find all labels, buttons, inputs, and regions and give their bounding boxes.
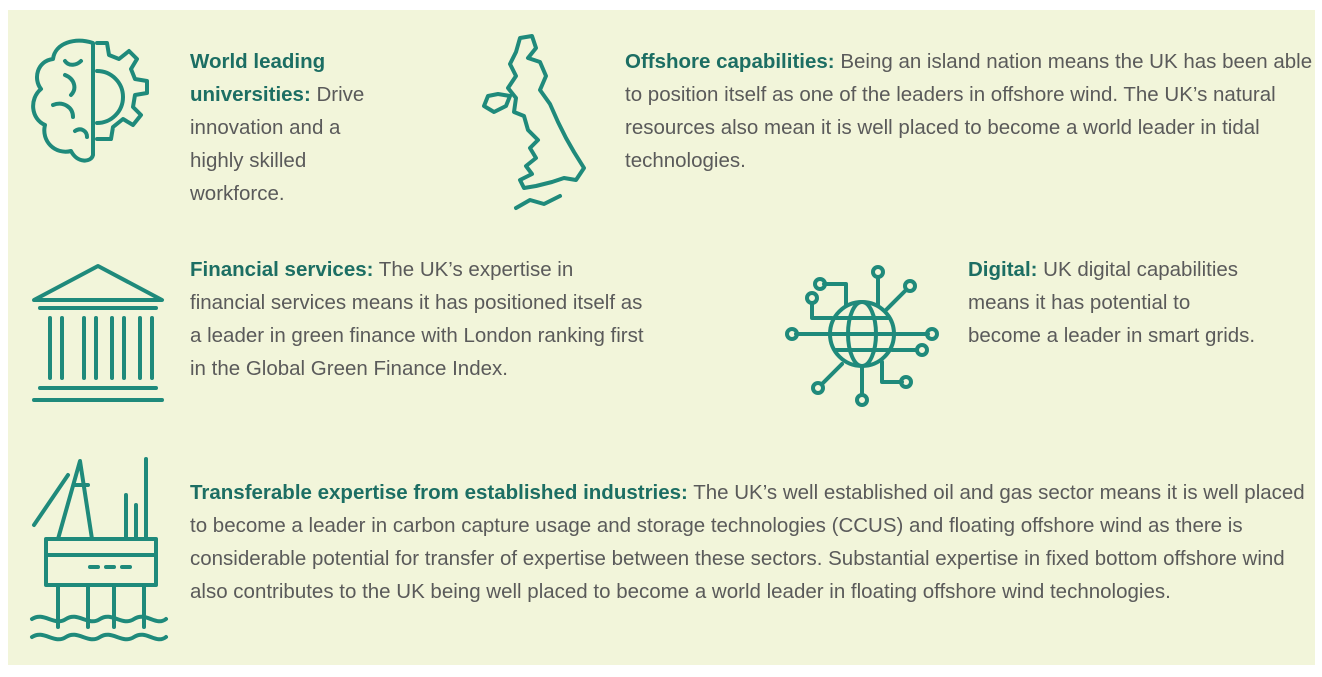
brain-gear-icon: [31, 38, 149, 163]
item-heading: World leading universities:: [190, 50, 326, 106]
item-digital: Digital: UK digital capabilities means i…: [968, 253, 1268, 352]
item-text: Drive innovation and a highly skilled wo…: [190, 83, 365, 205]
item-transferable: Transferable expertise from established …: [190, 476, 1305, 608]
item-heading: Financial services:: [190, 258, 374, 281]
item-heading: Digital:: [968, 258, 1038, 281]
item-text: The UK’s expertise in financial services…: [190, 258, 644, 380]
uk-map-icon: [482, 34, 586, 210]
item-text: Being an island nation means the UK has …: [625, 50, 1313, 172]
item-universities: World leading universities: Drive innova…: [190, 45, 390, 210]
oil-rig-icon: [30, 457, 168, 642]
item-text: The UK’s well established oil and gas se…: [190, 481, 1305, 603]
item-financial: Financial services: The UK’s expertise i…: [190, 253, 650, 385]
item-text: UK digital capabilities means it has pot…: [968, 258, 1256, 347]
bank-icon: [32, 264, 164, 402]
item-offshore: Offshore capabilities: Being an island n…: [625, 45, 1315, 177]
digital-globe-icon: [785, 265, 939, 407]
item-heading: Offshore capabilities:: [625, 50, 835, 73]
item-heading: Transferable expertise from established …: [190, 481, 688, 504]
panel: [8, 10, 1315, 665]
